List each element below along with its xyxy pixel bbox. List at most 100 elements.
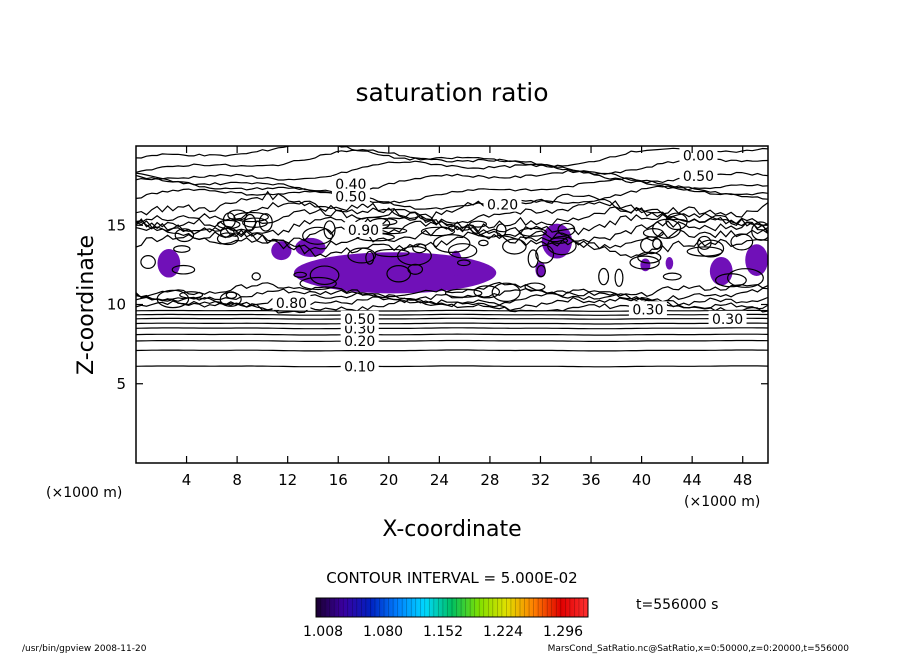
contour-loop (243, 213, 257, 232)
contour-loop (174, 228, 195, 243)
contour-label: 0.50 (335, 190, 366, 206)
x-tick-label: 44 (683, 471, 702, 489)
contour-loop (491, 282, 521, 302)
plot-area: 0.100.200.300.500.800.400.500.900.200.00… (136, 146, 768, 375)
contour-line (136, 148, 768, 175)
contour-line (136, 339, 768, 342)
contour-line (136, 333, 768, 336)
contour-loop (714, 273, 747, 288)
contour-label: 0.10 (344, 359, 375, 375)
contour-loop (219, 291, 242, 307)
contour-loop (432, 234, 471, 253)
contour-line (136, 281, 768, 299)
contour-loop (473, 285, 501, 299)
contour-loop (469, 220, 487, 228)
colorbar-tick-label: 1.152 (423, 624, 463, 640)
contour-loop (751, 221, 768, 241)
contour-loop (412, 243, 427, 254)
chart-title: saturation ratio (355, 78, 548, 107)
contour-interval-text: CONTOUR INTERVAL = 5.000E-02 (326, 569, 577, 587)
contour-loop (637, 251, 662, 264)
contour-line (136, 185, 768, 210)
contour-loop (173, 245, 191, 253)
contour-loop (251, 272, 261, 281)
contour-loop (665, 212, 688, 231)
contour-line (136, 313, 768, 316)
contour-line (136, 169, 768, 194)
contour-loop (216, 219, 241, 230)
contour-loop (293, 271, 308, 278)
x-tick-label: 24 (430, 471, 449, 489)
colorbar-tick-label: 1.224 (483, 624, 523, 640)
contour-loop (557, 222, 576, 237)
contour-line (136, 317, 768, 320)
contour-line (136, 349, 768, 352)
contour-label: 0.90 (348, 223, 379, 239)
contour-line (136, 231, 768, 259)
contour-loop (547, 235, 577, 256)
contour-label: 0.30 (712, 312, 743, 328)
contour-label-bg (483, 196, 522, 212)
contour-loop (302, 226, 334, 245)
colorbar-tick-label: 1.008 (303, 624, 343, 640)
contour-line (136, 322, 768, 325)
contour-label-bg (340, 332, 379, 348)
contour-label: 0.30 (632, 302, 663, 318)
contour-loop (444, 288, 483, 298)
contour-loop (447, 243, 478, 259)
contour-loop (386, 264, 412, 283)
contour-label-bg (331, 176, 370, 192)
contour-lines (136, 146, 768, 368)
contour-loop (140, 255, 156, 270)
contour-loop (502, 238, 527, 255)
y-tick-label: 15 (107, 216, 126, 234)
x-unit-left: (×1000 m) (46, 485, 122, 501)
contour-loop (420, 226, 456, 237)
x-tick-label: 16 (329, 471, 348, 489)
contour-label-bg (340, 358, 379, 374)
contour-loop (652, 238, 662, 250)
y-tick-label: 10 (107, 296, 126, 314)
contour-loop (216, 232, 239, 246)
supersaturated-region (157, 249, 181, 278)
contour-loop (662, 272, 682, 281)
contour-loop (642, 228, 664, 238)
contour-label-bg (679, 168, 718, 184)
x-tick-label: 48 (733, 471, 752, 489)
x-axis-ticks: 4 8 12 16 20 24 28 32 36 40 44 48 (182, 146, 752, 489)
contour-loop (536, 264, 546, 278)
x-tick-label: 20 (379, 471, 398, 489)
contour-label-bg (340, 310, 379, 326)
contour-loop (495, 223, 507, 238)
x-tick-label: 36 (581, 471, 600, 489)
contour-loop (549, 237, 569, 244)
x-tick-label: 4 (182, 471, 192, 489)
x-tick-label: 12 (278, 471, 297, 489)
contour-loop (365, 250, 375, 265)
contour-line (136, 177, 768, 204)
contour-label: 0.50 (683, 169, 714, 185)
supersaturated-region (449, 250, 463, 276)
colorbar-tick-label: 1.296 (543, 624, 583, 640)
footer-left: /usr/bin/gpview 2008-11-20 (22, 644, 147, 654)
contour-label: 0.80 (276, 296, 307, 312)
contour-loop (323, 220, 336, 240)
contour-labels: 0.100.200.300.500.800.400.500.900.200.00… (272, 147, 747, 375)
time-label: t=556000 s (636, 597, 718, 613)
contour-line (136, 365, 768, 368)
x-tick-label: 28 (480, 471, 499, 489)
contour-label: 0.20 (344, 334, 375, 350)
contour-loop (407, 263, 424, 275)
colorbar: 1.008 1.080 1.152 1.224 1.296 (303, 597, 589, 640)
contour-loop (347, 247, 376, 264)
x-tick-label: 40 (632, 471, 651, 489)
contour-label: 0.50 (344, 312, 375, 328)
contour-loop (614, 268, 624, 287)
contour-line (136, 146, 768, 168)
contour-label-bg (679, 147, 718, 163)
x-tick-label: 32 (531, 471, 550, 489)
contour-loop (730, 233, 754, 251)
contour-line (136, 218, 768, 244)
contour-loop (727, 268, 764, 288)
